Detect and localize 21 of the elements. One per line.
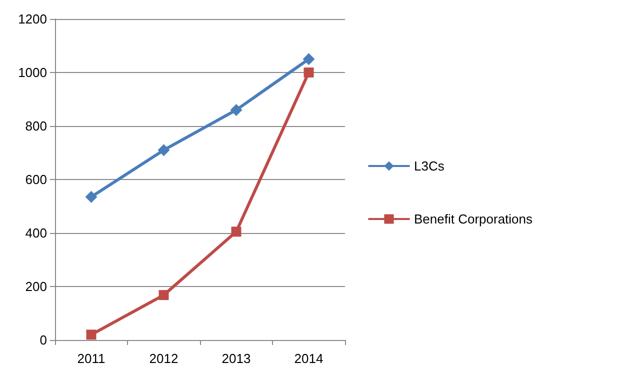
legend-label: L3Cs — [414, 158, 445, 174]
point — [304, 68, 314, 78]
point — [158, 144, 170, 156]
point — [158, 290, 169, 300]
x-tick-label: 2012 — [149, 351, 178, 366]
x-tick-label: 2014 — [294, 351, 324, 366]
y-tick-label: 800 — [25, 118, 47, 134]
y-tick-label: 1000 — [18, 65, 47, 80]
y-tick-label: 600 — [25, 172, 47, 187]
y-tick-label: 400 — [25, 226, 47, 240]
point — [85, 190, 98, 203]
point — [302, 53, 315, 66]
x-tick-label: 2011 — [77, 351, 106, 366]
y-tick-label: 200 — [25, 279, 47, 294]
point — [231, 226, 242, 237]
legend-label: Benefit Corporations — [414, 212, 534, 226]
x-tick-label: 2013 — [222, 351, 251, 366]
y-tick-label: 0 — [40, 332, 47, 348]
y-tick-label: 1200 — [18, 12, 47, 26]
point — [230, 104, 242, 116]
point — [86, 330, 96, 340]
